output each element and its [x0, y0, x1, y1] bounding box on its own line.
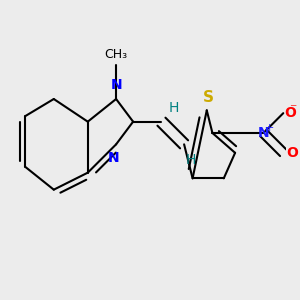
Text: H: H [169, 101, 179, 116]
Text: O: O [285, 106, 297, 120]
Text: N: N [258, 126, 269, 140]
Text: ⁻: ⁻ [290, 102, 297, 116]
Text: N: N [107, 152, 119, 165]
Text: CH₃: CH₃ [104, 48, 128, 61]
Text: S: S [203, 90, 214, 105]
Text: H: H [185, 153, 196, 167]
Text: N: N [110, 78, 122, 92]
Text: +: + [265, 123, 274, 133]
Text: O: O [286, 146, 298, 160]
